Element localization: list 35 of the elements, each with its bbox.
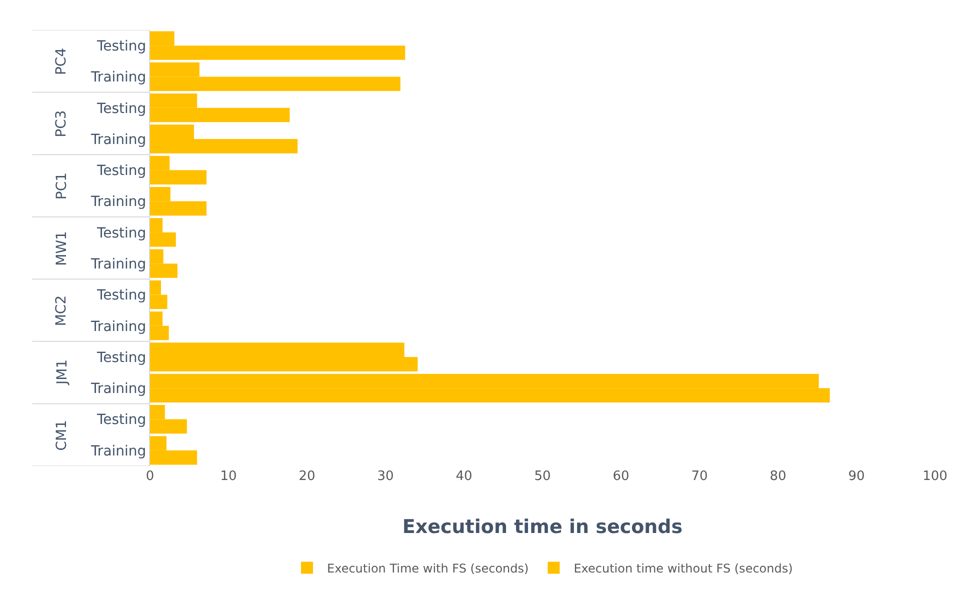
y-tick-label: Testing: [96, 350, 146, 366]
y-tick-label: Testing: [96, 163, 146, 180]
x-axis-title: Execution time in seconds: [402, 516, 683, 538]
text: PC3: [53, 110, 70, 138]
x-tick-label: 70: [691, 469, 708, 484]
y-tick-label: Testing: [96, 288, 146, 304]
text: PC4: [54, 48, 70, 76]
x-tick-label: 20: [298, 469, 316, 484]
x-tick-label: 50: [534, 469, 551, 484]
y-tick-label: Testing: [96, 412, 146, 428]
x-tick-label: 60: [612, 469, 630, 484]
x-tick-label: 40: [456, 469, 472, 484]
x-tick-label: 0: [146, 469, 154, 484]
text: JM1: [54, 359, 70, 386]
y-tick-label: Testing: [96, 100, 146, 117]
x-tick-label: 90: [848, 469, 865, 484]
text: MC2: [54, 295, 70, 326]
y-tick-label: Training: [90, 256, 146, 272]
text: CM1: [54, 420, 70, 451]
y-tick-label: Training: [90, 443, 146, 460]
x-tick-label: 10: [220, 469, 237, 484]
text: MW1: [54, 231, 70, 266]
x-tick-label: 80: [770, 469, 786, 484]
y-tick-label: Training: [90, 318, 146, 335]
y-tick-label: Testing: [96, 225, 146, 242]
y-tick-label: Training: [90, 194, 146, 210]
x-tick-label: 30: [377, 469, 394, 484]
legend-label: Execution time without FS (seconds): [574, 561, 793, 576]
text: PC1: [54, 172, 70, 200]
legend-label: Execution Time with FS (seconds): [327, 561, 529, 576]
y-tick-label: Training: [90, 70, 146, 86]
x-tick-label: 100: [922, 469, 948, 484]
y-tick-label: Testing: [96, 38, 146, 54]
y-tick-label: Training: [90, 381, 146, 398]
y-tick-label: Training: [90, 132, 146, 148]
